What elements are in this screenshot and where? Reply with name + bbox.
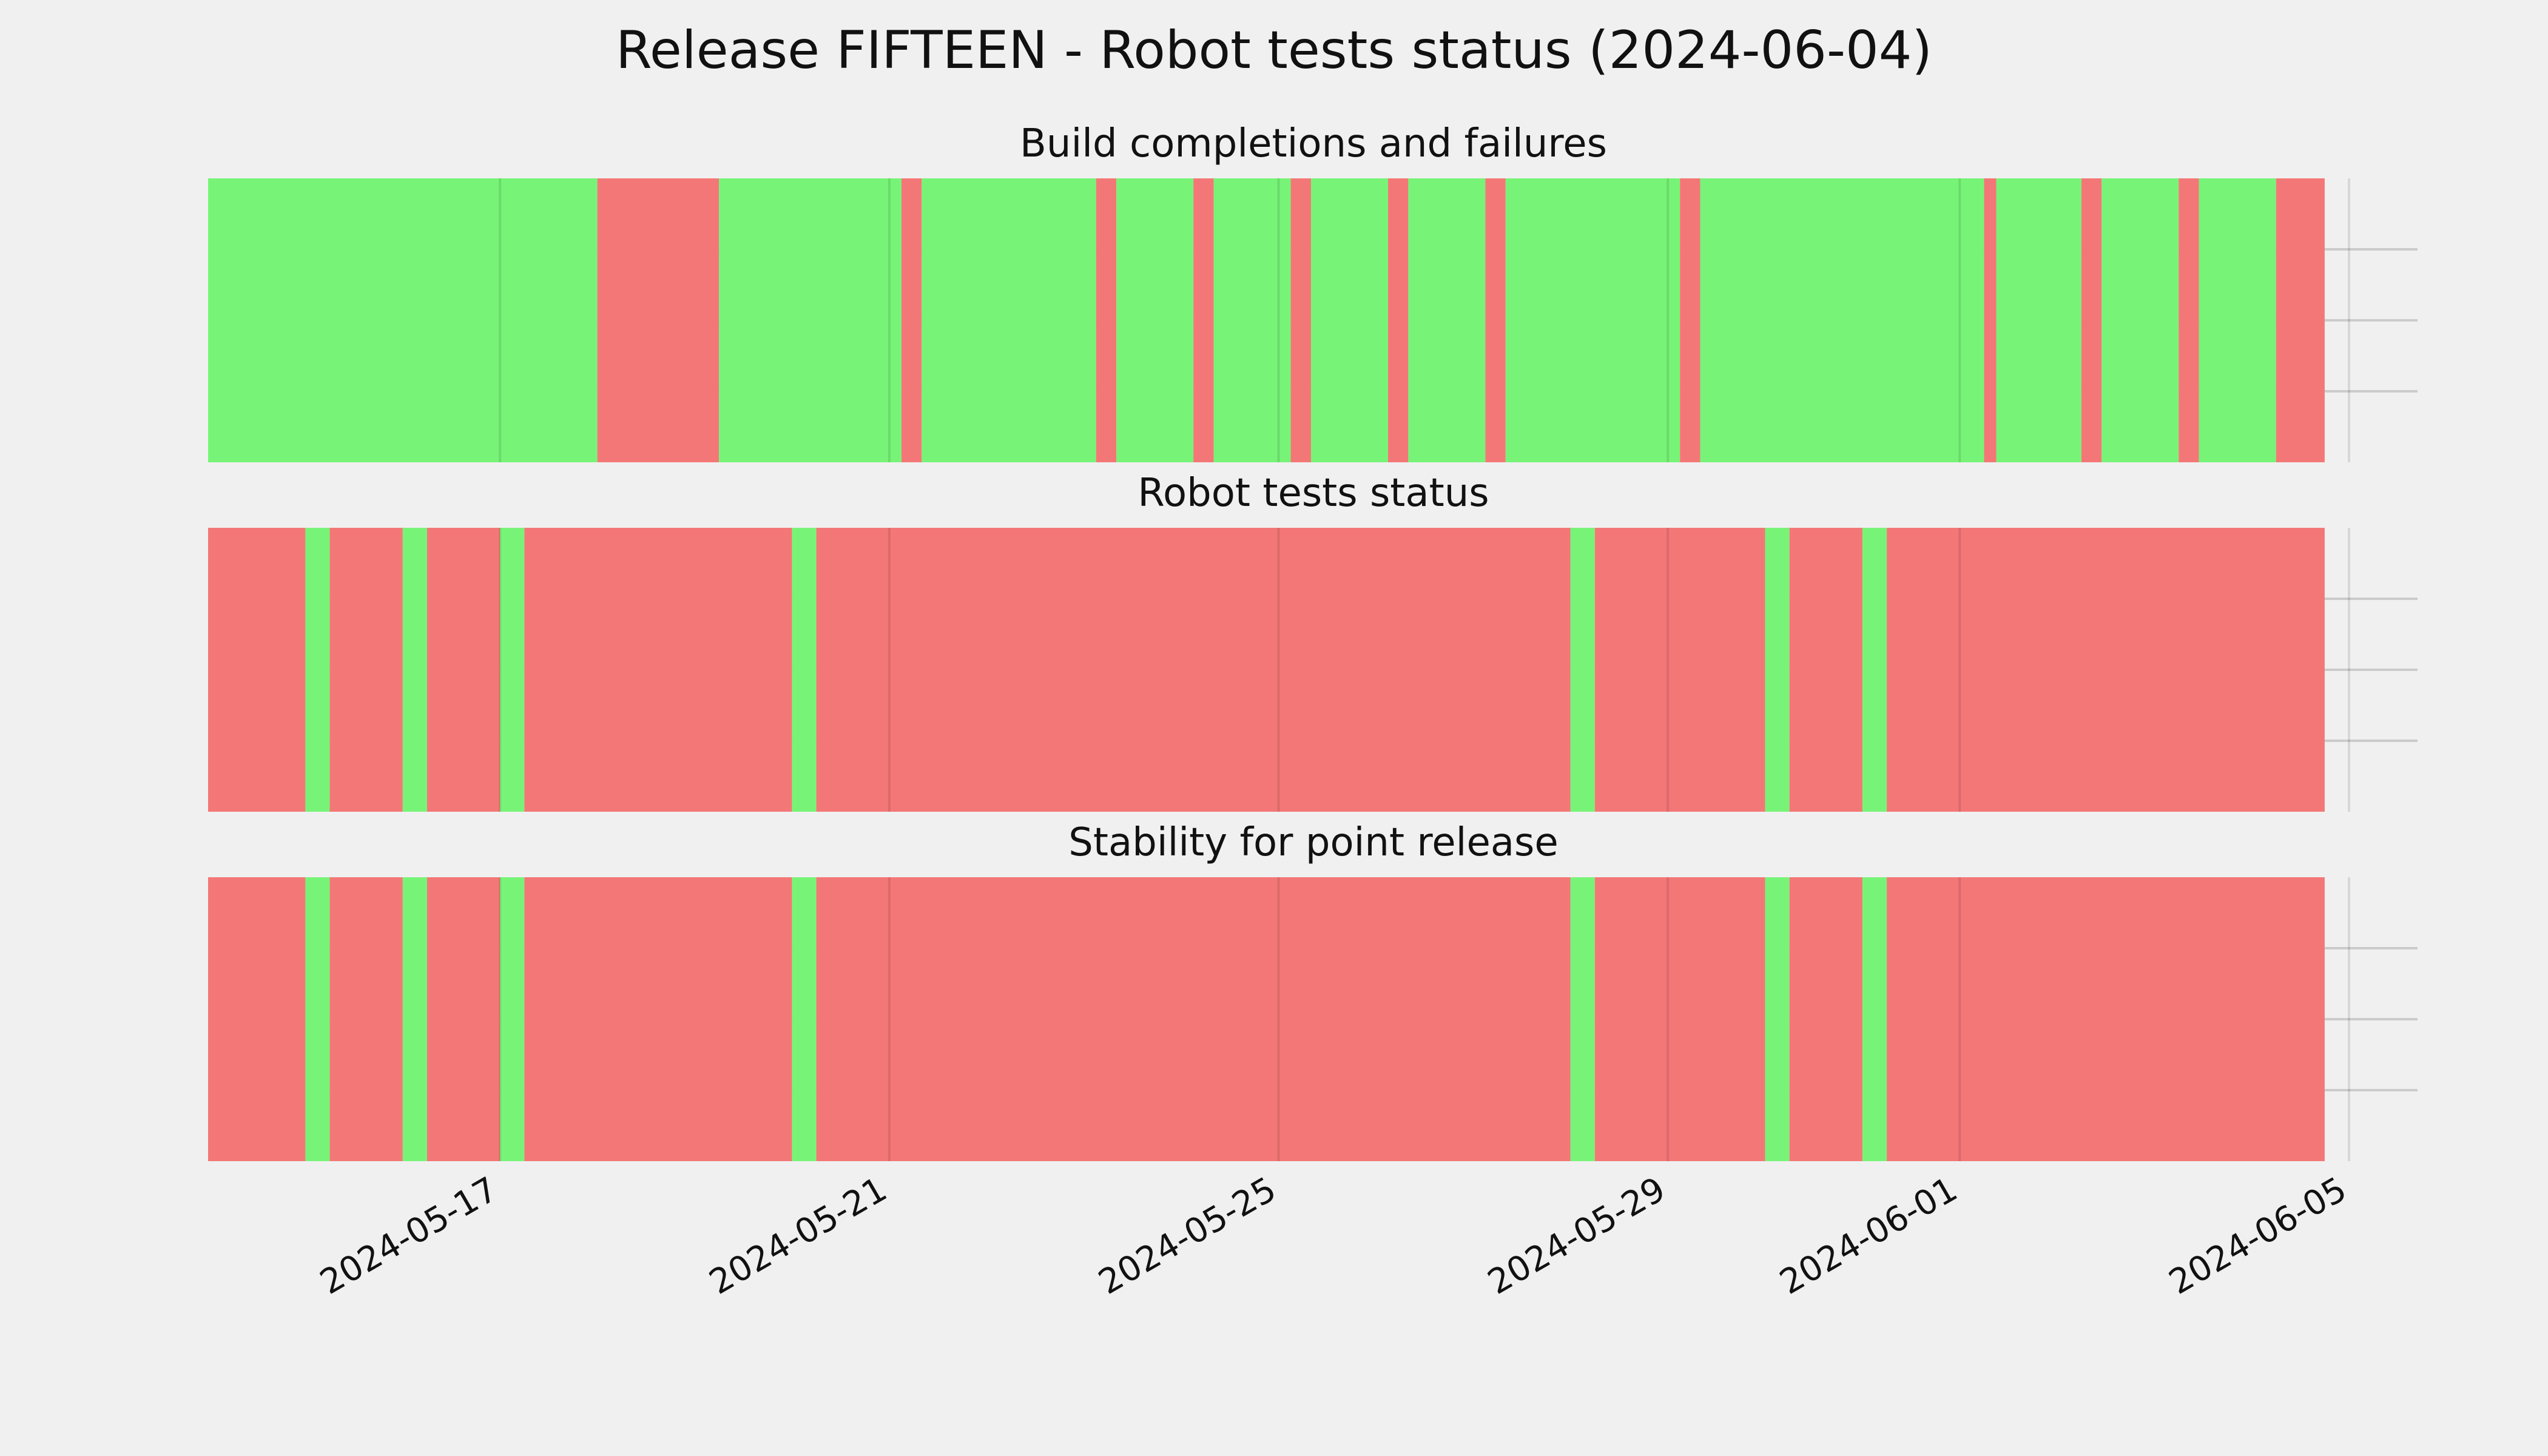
status-segment-ok xyxy=(1408,178,1486,462)
status-segment-ok xyxy=(1765,528,1790,812)
panel-stability: Stability for point release xyxy=(208,820,2418,1161)
status-segment-ok xyxy=(1310,178,1388,462)
status-segment-fail xyxy=(1789,528,1862,812)
status-segment-ok xyxy=(2101,178,2179,462)
status-segment-ok xyxy=(1213,178,1291,462)
status-segment-ok xyxy=(1570,528,1595,812)
status-segment-fail xyxy=(208,528,306,812)
panel-segments-build xyxy=(208,178,2325,462)
status-segment-fail xyxy=(329,877,403,1161)
status-segment-ok xyxy=(792,528,817,812)
status-segment-ok xyxy=(719,178,902,462)
panel-title-stability: Stability for point release xyxy=(1068,820,1559,865)
status-segment-fail xyxy=(1789,877,1862,1161)
status-segment-ok xyxy=(792,877,817,1161)
chart-title: Release FIFTEEN - Robot tests status (20… xyxy=(616,20,1932,81)
status-segment-ok xyxy=(305,877,330,1161)
status-segment-fail xyxy=(1193,178,1214,462)
status-segment-fail xyxy=(1387,178,1409,462)
status-segment-fail xyxy=(2081,178,2102,462)
status-segment-ok xyxy=(305,528,330,812)
status-segment-fail xyxy=(2179,178,2199,462)
status-segment-ok xyxy=(402,528,427,812)
panel-title-robot: Robot tests status xyxy=(1138,471,1489,516)
status-segment-fail xyxy=(1984,178,1997,462)
status-segment-ok xyxy=(1765,877,1790,1161)
panel-vgrid-robot xyxy=(499,528,2350,812)
status-segment-fail xyxy=(816,877,1571,1161)
status-segment-fail xyxy=(1594,877,1765,1161)
status-segment-fail xyxy=(1680,178,1700,462)
status-segment-ok xyxy=(500,877,525,1161)
panel-vgrid-build xyxy=(499,178,2350,462)
status-segment-ok xyxy=(208,178,598,462)
status-segment-fail xyxy=(1485,178,1506,462)
panel-robot: Robot tests status xyxy=(208,471,2418,812)
panel-vgrid-stability xyxy=(499,877,2350,1161)
status-segment-fail xyxy=(426,877,500,1161)
status-segment-ok xyxy=(402,877,427,1161)
status-segment-fail xyxy=(1887,528,2325,812)
status-segment-ok xyxy=(922,178,1096,462)
panel-build: Build completions and failures xyxy=(208,121,2418,462)
status-segment-ok xyxy=(2199,178,2276,462)
status-segment-fail xyxy=(426,528,500,812)
status-segment-fail xyxy=(816,528,1571,812)
status-segment-fail xyxy=(1887,877,2325,1161)
status-segment-ok xyxy=(1862,877,1887,1161)
status-segment-fail xyxy=(2276,178,2325,462)
status-segment-ok xyxy=(1862,528,1887,812)
status-segment-fail xyxy=(1594,528,1765,812)
panel-segments-stability xyxy=(208,877,2325,1161)
status-segment-fail xyxy=(524,877,792,1161)
status-segment-fail xyxy=(329,528,403,812)
status-segment-fail xyxy=(524,528,792,812)
panel-segments-robot xyxy=(208,528,2325,812)
panel-title-build: Build completions and failures xyxy=(1020,121,1607,166)
status-segment-ok xyxy=(1505,178,1680,462)
status-segment-fail xyxy=(597,178,720,462)
status-segment-ok xyxy=(1116,178,1194,462)
status-segment-ok xyxy=(500,528,525,812)
status-segment-ok xyxy=(1996,178,2081,462)
status-segment-ok xyxy=(1700,178,1984,462)
status-segment-fail xyxy=(208,877,306,1161)
status-segment-fail xyxy=(1096,178,1117,462)
status-segment-ok xyxy=(1570,877,1595,1161)
status-segment-fail xyxy=(901,178,922,462)
status-segment-fail xyxy=(1290,178,1311,462)
